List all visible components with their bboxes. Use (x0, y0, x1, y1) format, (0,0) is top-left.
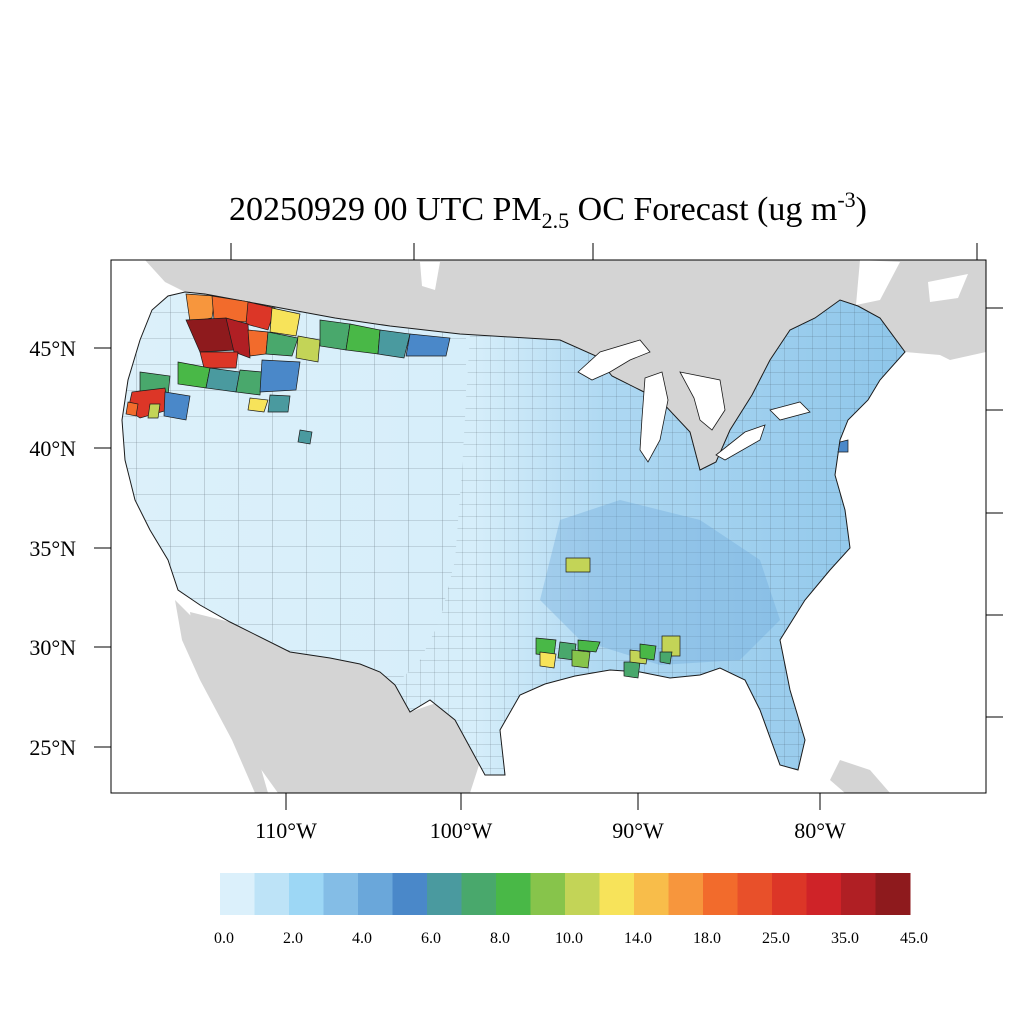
lake-ontario (769, 401, 811, 421)
mexico-land (190, 612, 482, 793)
canada-bay (856, 260, 900, 305)
cuba-land (830, 760, 890, 793)
colorbar-swatch (530, 873, 566, 915)
lake-michigan (639, 371, 669, 463)
canada-bay-2 (928, 274, 968, 302)
colorbar-label: 10.0 (555, 930, 583, 947)
colorbar-swatch (496, 873, 531, 915)
colorbar-swatch (461, 873, 497, 915)
colorbar-swatch (737, 873, 773, 915)
map-frame (110, 259, 987, 794)
colorbar-swatch (841, 873, 876, 915)
baja-land (175, 600, 268, 793)
colorbar-label: 2.0 (283, 930, 303, 947)
lon-label: 90°W (612, 818, 664, 843)
colorbar-swatch (358, 873, 393, 915)
pnw-hotspots (125, 293, 849, 453)
colorbar-swatch (599, 873, 635, 915)
colorbar-label: 45.0 (900, 930, 928, 947)
colorbar-labels: 0.0 2.0 4.0 6.0 8.0 10.0 14.0 18.0 25.0 35.0 45.0 (214, 930, 928, 947)
colorbar-swatch (220, 873, 255, 915)
canada-land (145, 260, 986, 470)
county-lines-east (395, 300, 905, 775)
colorbar-swatch (875, 873, 911, 915)
lat-label: 40°N (29, 436, 76, 461)
map-ticks (94, 243, 1003, 810)
lon-labels: 110°W 100°W 90°W 80°W (255, 818, 846, 843)
lake-erie (715, 424, 766, 461)
lat-label: 25°N (29, 735, 76, 760)
colorbar-swatch (772, 873, 807, 915)
map-panel (111, 260, 986, 793)
maritime-land (910, 312, 986, 360)
map-title: 20250929 00 UTC PM2.5 OC Forecast (ug m-… (229, 187, 867, 233)
colorbar-label: 6.0 (421, 930, 441, 947)
colorbar (220, 873, 911, 915)
lake-winnipeg (420, 262, 440, 290)
county-lines-west (122, 292, 466, 685)
colorbar-swatch (427, 873, 462, 915)
colorbar-label: 14.0 (624, 930, 652, 947)
colorbar-label: 4.0 (352, 930, 372, 947)
colorbar-swatch (806, 873, 842, 915)
lat-labels: 45°N 40°N 35°N 30°N 25°N (29, 336, 76, 760)
colorbar-swatch (254, 873, 290, 915)
lat-label: 30°N (29, 635, 76, 660)
south-hotspots (535, 557, 681, 679)
colorbar-swatch (703, 873, 738, 915)
colorbar-swatch (323, 873, 359, 915)
colorbar-swatch (565, 873, 600, 915)
lat-label: 45°N (29, 336, 76, 361)
colorbar-swatch (289, 873, 324, 915)
colorbar-label: 8.0 (490, 930, 510, 947)
lat-label: 35°N (29, 536, 76, 561)
colorbar-swatch (392, 873, 428, 915)
colorbar-label: 18.0 (693, 930, 721, 947)
lon-label: 80°W (794, 818, 846, 843)
colorbar-swatch (634, 873, 669, 915)
lon-label: 110°W (255, 818, 317, 843)
lon-label: 100°W (430, 818, 493, 843)
colorbar-label: 25.0 (762, 930, 790, 947)
southeast-shading (540, 500, 780, 665)
colorbar-swatch (668, 873, 704, 915)
colorbar-label: 0.0 (214, 930, 234, 947)
lake-superior (577, 339, 651, 381)
colorbar-label: 35.0 (831, 930, 859, 947)
lake-huron (679, 371, 726, 431)
